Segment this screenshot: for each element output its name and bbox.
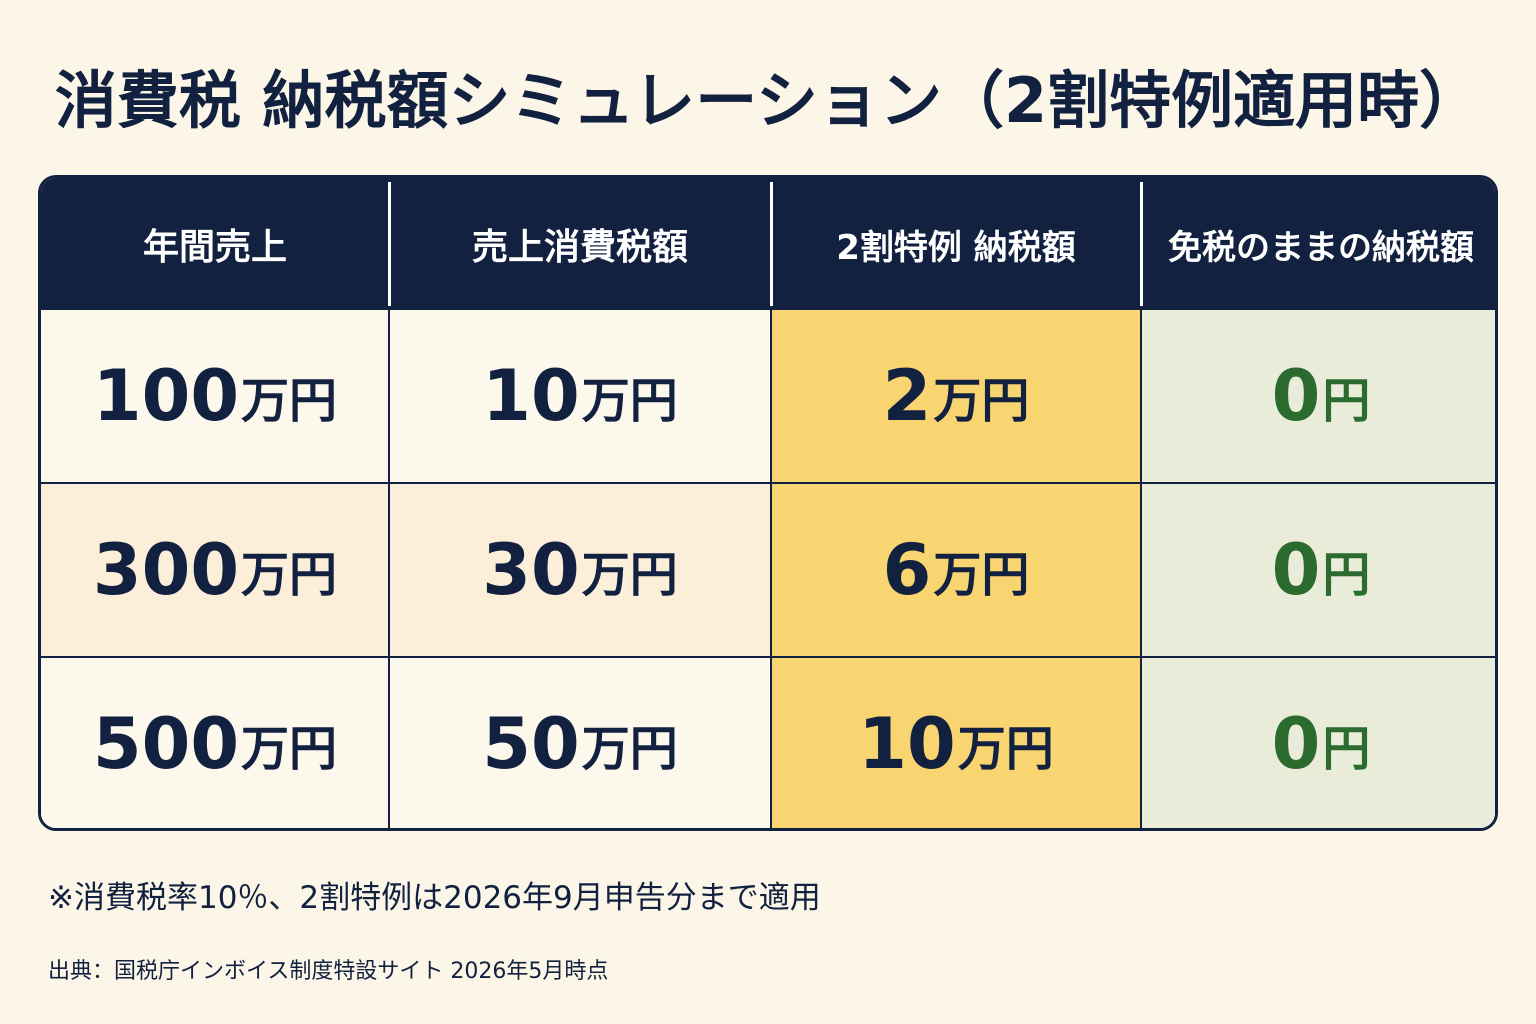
- value-unit: 万円: [933, 547, 1030, 603]
- value-number: 100: [92, 355, 240, 437]
- header-divider: [770, 182, 773, 306]
- column-divider: [388, 310, 390, 828]
- column-divider: [770, 310, 772, 828]
- value-unit: 万円: [581, 721, 678, 777]
- value-number: 2: [882, 355, 932, 437]
- value-unit: 円: [1322, 373, 1371, 429]
- row-divider: [41, 482, 1495, 484]
- value-number: 300: [92, 529, 240, 611]
- value-number: 10: [482, 355, 580, 437]
- row-divider: [41, 656, 1495, 658]
- header-divider: [1140, 182, 1143, 306]
- cell-annual-sales: 500 万円: [41, 658, 389, 828]
- value-number: 30: [482, 529, 580, 611]
- value-number: 6: [882, 529, 932, 611]
- header-annual-sales: 年間売上: [142, 227, 287, 268]
- page-title: 消費税 納税額シミュレーション（2割特例適用時）: [54, 64, 1482, 137]
- table-header: 年間売上 売上消費税額 2割特例 納税額 免税のままの納税額: [41, 178, 1495, 310]
- cell-sales-tax: 10 万円: [389, 310, 771, 482]
- value-unit: 万円: [241, 547, 338, 603]
- value-number: 0: [1271, 703, 1321, 785]
- value-number: 0: [1271, 355, 1321, 437]
- value-unit: 万円: [933, 373, 1030, 429]
- header-divider: [388, 182, 391, 306]
- cell-annual-sales: 300 万円: [41, 484, 389, 656]
- value-unit: 円: [1322, 721, 1371, 777]
- cell-annual-sales: 100 万円: [41, 310, 389, 482]
- value-unit: 万円: [241, 373, 338, 429]
- source-citation: 出典：国税庁インボイス制度特設サイト 2026年5月時点: [48, 959, 609, 984]
- column-divider: [1140, 310, 1142, 828]
- cell-special-tax: 10 万円: [771, 658, 1141, 828]
- cell-special-tax: 2 万円: [771, 310, 1141, 482]
- value-unit: 万円: [241, 721, 338, 777]
- value-unit: 万円: [581, 373, 678, 429]
- value-unit: 万円: [581, 547, 678, 603]
- value-number: 50: [482, 703, 580, 785]
- header-exempt-tax: 免税のままの納税額: [1168, 227, 1474, 268]
- header-special-tax: 2割特例 納税額: [836, 227, 1076, 268]
- value-unit: 円: [1322, 547, 1371, 603]
- header-sales-tax: 売上消費税額: [471, 227, 688, 268]
- value-number: 0: [1271, 529, 1321, 611]
- value-number: 500: [92, 703, 240, 785]
- tax-simulation-table: 年間売上 売上消費税額 2割特例 納税額 免税のままの納税額 100 万円 10 万…: [38, 175, 1498, 831]
- cell-sales-tax: 50 万円: [389, 658, 771, 828]
- cell-sales-tax: 30 万円: [389, 484, 771, 656]
- value-number: 10: [858, 703, 956, 785]
- footnote: ※消費税率10％、2割特例は2026年9月申告分まで適用: [48, 880, 821, 916]
- cell-special-tax: 6 万円: [771, 484, 1141, 656]
- value-unit: 万円: [957, 721, 1054, 777]
